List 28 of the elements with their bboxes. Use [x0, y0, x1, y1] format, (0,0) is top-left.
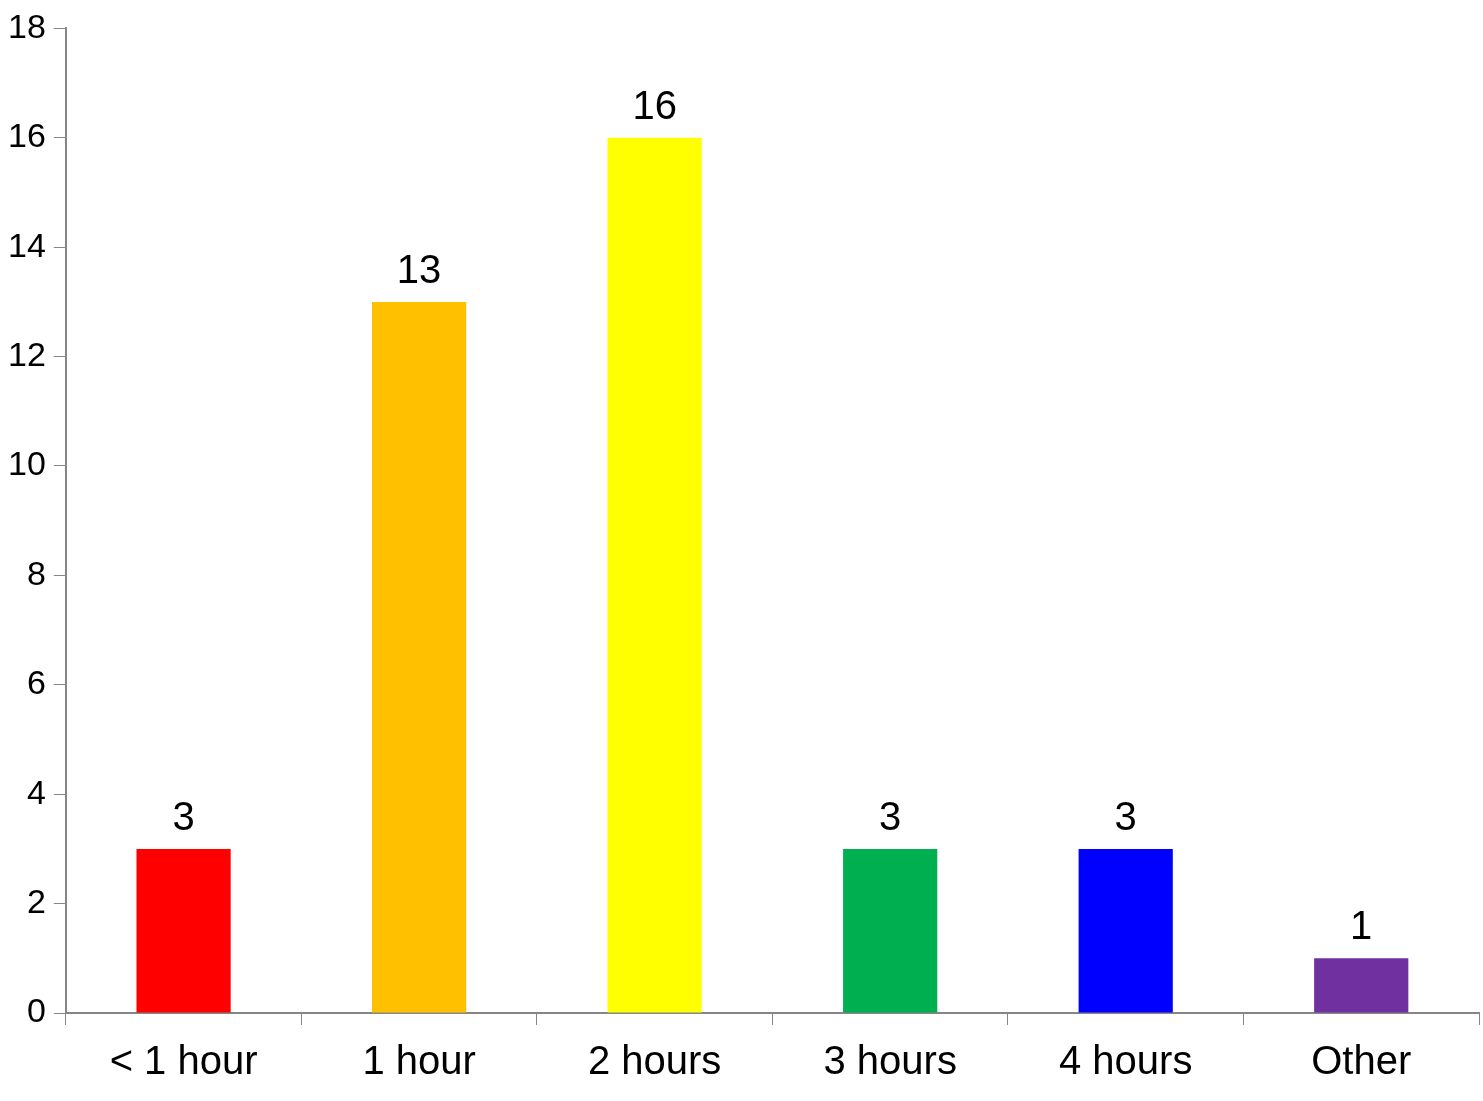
x-tick-label: 3 hours: [823, 1038, 957, 1083]
x-tick-label: 4 hours: [1058, 1038, 1193, 1083]
x-tick-label: 2 hours: [587, 1038, 722, 1083]
bar: [1078, 848, 1173, 1013]
data-label: 16: [632, 82, 677, 127]
data-label: 3: [879, 793, 902, 838]
data-label: 3: [1114, 793, 1137, 838]
y-tick-label: 10: [7, 444, 46, 483]
y-tick-label: 12: [7, 334, 46, 373]
y-tick-label: 8: [26, 553, 46, 592]
y-tick-label: 14: [7, 225, 46, 264]
bar: [1314, 958, 1409, 1013]
bar: [843, 848, 938, 1013]
y-tick-label: 2: [26, 881, 46, 920]
y-tick-label: 0: [26, 991, 46, 1030]
y-tick-label: 16: [7, 116, 46, 155]
data-label: 3: [172, 793, 195, 838]
y-tick-label: 4: [26, 772, 46, 811]
x-tick-label: Other: [1311, 1038, 1412, 1083]
x-tick-label: 1 hour: [362, 1038, 476, 1083]
y-tick-label: 18: [7, 6, 46, 45]
data-label: 13: [396, 246, 442, 291]
x-tick-label: < 1 hour: [109, 1038, 258, 1083]
y-tick-label: 6: [26, 663, 46, 702]
bar: [607, 137, 702, 1013]
data-label: 1: [1350, 903, 1373, 948]
bar: [136, 848, 231, 1013]
bar: [372, 301, 467, 1013]
